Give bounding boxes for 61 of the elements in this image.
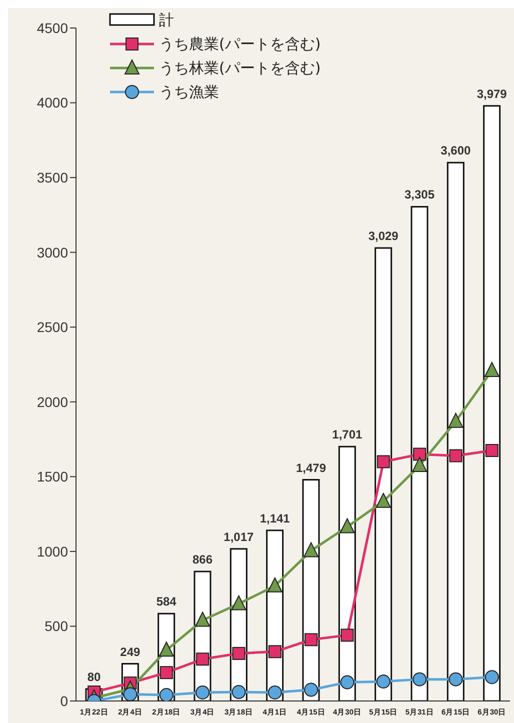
y-tick-label: 500	[44, 618, 68, 634]
point	[412, 456, 428, 472]
point	[159, 688, 174, 701]
bar	[410, 206, 428, 701]
data-label: 249	[120, 644, 140, 659]
data-label: 1,017	[224, 530, 254, 544]
point	[304, 682, 318, 697]
point	[485, 444, 498, 457]
bar	[483, 105, 501, 701]
data-label: 80	[87, 670, 101, 684]
point	[340, 675, 354, 690]
bar	[374, 247, 392, 701]
y-tick-label: 1500	[36, 468, 68, 485]
point	[340, 628, 354, 642]
point	[484, 670, 499, 684]
data-label: 3,979	[476, 86, 508, 101]
legend-label: うち農業(パートを含む)	[159, 34, 321, 54]
point	[340, 518, 355, 534]
point	[232, 646, 246, 660]
point	[267, 577, 282, 592]
data-label: 866	[192, 552, 213, 566]
data-label: 3,029	[368, 228, 399, 243]
point	[304, 633, 318, 646]
point	[448, 412, 464, 428]
y-tick-label: 1000	[36, 543, 68, 560]
point	[196, 685, 210, 700]
point	[195, 612, 210, 627]
y-tick-label: 3000	[36, 244, 68, 260]
y-tick-label: 4500	[36, 20, 68, 36]
point	[196, 652, 210, 666]
data-label: 1,701	[332, 428, 363, 442]
point	[484, 362, 500, 377]
y-tick-label: 0	[60, 692, 68, 709]
bar	[446, 162, 464, 701]
y-tick-label: 3500	[36, 170, 68, 186]
point	[158, 642, 174, 657]
y-tick-label: 2500	[36, 319, 68, 336]
legend-label: 計	[159, 10, 174, 30]
point	[413, 448, 426, 461]
y-tick-label: 2000	[36, 394, 68, 410]
data-label: 3,600	[440, 144, 472, 158]
point	[376, 455, 390, 468]
point	[412, 672, 427, 686]
point	[268, 645, 282, 658]
y-tick-label: 4000	[36, 94, 68, 111]
data-label: 584	[156, 594, 177, 609]
point	[304, 542, 319, 558]
legend-label: うち林業(パートを含む)	[159, 58, 321, 78]
point	[268, 685, 282, 700]
point	[231, 595, 246, 610]
point	[376, 674, 390, 689]
point	[123, 687, 138, 701]
point	[376, 492, 391, 508]
point	[160, 666, 173, 680]
legend-label: うち漁業	[159, 82, 219, 102]
point	[232, 685, 246, 700]
data-label: 3,305	[404, 188, 435, 202]
point	[448, 672, 463, 686]
point	[449, 449, 462, 462]
data-label: 1,479	[296, 460, 326, 475]
data-label: 1,141	[260, 511, 290, 526]
